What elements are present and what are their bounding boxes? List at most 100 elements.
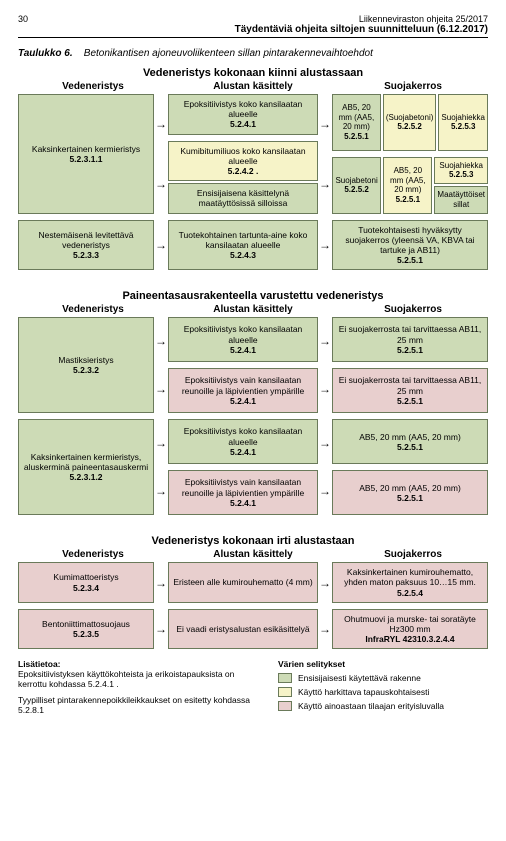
cell-text: Ensisijaisena käsittelynä maatäyttösissä… (172, 188, 314, 208)
sec3-mid2: Ei vaadi eristysalustan esikäsittelyä (168, 609, 318, 650)
cell-text: Ei suojakerrosta tai tarvittaessa AB11, … (336, 375, 484, 395)
sec1-mid1a: Epoksitiivistys koko kansilaatan alueell… (168, 94, 318, 135)
table-caption: Taulukko 6. Betonikantisen ajoneuvoliike… (18, 48, 488, 59)
sec3-left2: Bentoniittimattosuojaus 5.2.3.5 (18, 609, 154, 650)
cell-ref: 5.2.4.1 (172, 345, 314, 355)
swatch-icon (278, 673, 292, 683)
arrow-icon: → (318, 317, 332, 365)
cell-ref: 5.2.5.2 (335, 185, 378, 195)
section3-title: Vedeneristys kokonaan irti alustastaan (18, 535, 488, 547)
page-number: 30 (18, 14, 28, 24)
arrow-icon: → (154, 94, 168, 154)
arrow-icon: → (154, 317, 168, 365)
cell-text: Nestemäisenä levitettävä vedeneristys (22, 230, 150, 250)
colhead-1: Vedeneristys (18, 81, 168, 92)
sec2-r1a: Ei suojakerrosta tai tarvittaessa AB11, … (332, 317, 488, 362)
legend-right-title: Värien selitykset (278, 659, 488, 669)
grid-cell-split: Suojahiekka 5.2.5.3 Maatäyttöiset sillat (434, 157, 488, 214)
cell-ref: 5.2.3.5 (22, 629, 150, 639)
cell-ref: 5.2.5.1 (335, 132, 378, 142)
colhead-2: Alustan käsittely (168, 81, 338, 92)
sec3-r2: Ohutmuovi ja murske- tai soratäyte Hz300… (332, 609, 488, 650)
sec2-r1b: Ei suojakerrosta tai tarvittaessa AB11, … (332, 368, 488, 413)
cell-text: Ei vaadi eristysalustan esikäsittelyä (172, 624, 314, 634)
cell-ref: InfraRYL 42310.3.2.4.4 (336, 634, 484, 644)
doc-title: Täydentäviä ohjeita siltojen suunnittelu… (18, 24, 488, 35)
cell-ref: 5.2.5.1 (336, 442, 484, 452)
grid-cell: (Suojabetoni) 5.2.5.2 (383, 94, 437, 151)
cell-text: AB5, 20 mm (AA5, 20 mm) (386, 166, 429, 195)
arrow-icon: → (154, 154, 168, 214)
cell-ref: 5.2.4.2 . (172, 166, 314, 176)
sec1-mid1b: Kumibitumiliuos koko kansilaatan alueell… (168, 141, 318, 182)
arrow-icon: → (318, 365, 332, 413)
sec1-row1: Kaksinkertainen kermieristys 5.2.3.1.1 →… (18, 94, 488, 214)
cell-text: AB5, 20 mm (AA5, 20 mm) (336, 432, 484, 442)
legend-label: Käyttö ainoastaan tilaajan erityisluvall… (298, 701, 444, 711)
cell-text: Suojahiekka (441, 113, 485, 123)
sec2-r2a: AB5, 20 mm (AA5, 20 mm) 5.2.5.1 (332, 419, 488, 464)
colhead-3: Suojakerros (338, 304, 488, 315)
cell-text: Epoksitiivistys vain kansilaatan reunoil… (172, 477, 314, 497)
cell-text: Tuotekohtainen tartunta-aine koko kansil… (172, 230, 314, 250)
page-header: 30 Liikenneviraston ohjeita 25/2017 Täyd… (18, 14, 488, 35)
sec2-mid2b: Epoksitiivistys vain kansilaatan reunoil… (168, 470, 318, 515)
cell-ref: 5.2.3.1.1 (22, 154, 150, 164)
sec1-mid1c: Ensisijaisena käsittelynä maatäyttösissä… (168, 183, 318, 213)
caption-prefix: Taulukko 6. (18, 48, 73, 59)
arrow-icon: → (318, 94, 332, 154)
cell-text: Kumimattoeristys (22, 572, 150, 582)
sec2-r1-stack: Ei suojakerrosta tai tarvittaessa AB11, … (332, 317, 488, 413)
cell-text: Epoksitiivistys koko kansilaatan alueell… (172, 99, 314, 119)
colhead-3: Suojakerros (338, 549, 488, 560)
grid-cell: AB5, 20 mm (AA5, 20 mm) 5.2.5.1 (383, 157, 432, 214)
arrow-stack: → → (318, 419, 332, 515)
cell-text: Kaksinkertainen kermieristys (22, 144, 150, 154)
arrow-icon: → (318, 419, 332, 467)
arrow-stack: → → (318, 94, 332, 214)
sec2-row2: Kaksinkertainen kermieristys, aluskermin… (18, 419, 488, 515)
cell-ref: 5.2.5.1 (336, 396, 484, 406)
arrow-icon: → (154, 419, 168, 467)
sec2-mid1b: Epoksitiivistys vain kansilaatan reunoil… (168, 368, 318, 413)
cell-ref: 5.2.3.2 (22, 365, 150, 375)
sec2-left1: Mastiksieristys 5.2.3.2 (18, 317, 154, 413)
sec2-r2b: AB5, 20 mm (AA5, 20 mm) 5.2.5.1 (332, 470, 488, 515)
caption-text: Betonikantisen ajoneuvoliikenteen sillan… (84, 48, 373, 59)
column-headers: Vedeneristys Alustan käsittely Suojakerr… (18, 549, 488, 560)
arrow-stack: → → (154, 94, 168, 214)
arrow-stack: → → (318, 317, 332, 413)
colhead-3: Suojakerros (338, 81, 488, 92)
cell-ref: 5.2.5.3 (441, 122, 485, 132)
arrow-stack: → → (154, 419, 168, 515)
cell-text: Ei suojakerrosta tai tarvittaessa AB11, … (336, 324, 484, 344)
cell-text: Suojahiekka (437, 161, 485, 171)
sec3-mid1: Eristeen alle kumirouhematto (4 mm) (168, 562, 318, 603)
swatch-icon (278, 687, 292, 697)
cell-text: Kumibitumiliuos koko kansilaatan alueell… (172, 146, 314, 166)
cell-text: Kaksinkertainen kumirouhematto, yhden ma… (336, 567, 484, 587)
column-headers: Vedeneristys Alustan käsittely Suojakerr… (18, 81, 488, 92)
cell-text: Epoksitiivistys vain kansilaatan reunoil… (172, 375, 314, 395)
legend-label: Ensisijaisesti käytettävä rakenne (298, 673, 421, 683)
cell-text: Epoksitiivistys koko kansilaatan alueell… (172, 324, 314, 344)
sec3-left1: Kumimattoeristys 5.2.3.4 (18, 562, 154, 603)
legend-left-p1: Epoksitiivistyksen käyttökohteista ja er… (18, 669, 258, 689)
cell-ref: 5.2.4.1 (172, 498, 314, 508)
colhead-1: Vedeneristys (18, 549, 168, 560)
cell-text: Eristeen alle kumirouhematto (4 mm) (172, 577, 314, 587)
cell-text: Bentoniittimattosuojaus (22, 619, 150, 629)
legend-left-p2: Tyypilliset pintarakennepoikkileikkaukse… (18, 695, 258, 715)
doc-series: Liikenneviraston ohjeita 25/2017 (359, 14, 488, 24)
cell-ref: 5.2.5.1 (386, 195, 429, 205)
sec2-mid2-stack: Epoksitiivistys koko kansilaatan alueell… (168, 419, 318, 515)
cell-text: AB5, 20 mm (AA5, 20 mm) (336, 483, 484, 493)
section1-title: Vedeneristys kokonaan kiinni alustassaan (18, 67, 488, 79)
sec2-mid2a: Epoksitiivistys koko kansilaatan alueell… (168, 419, 318, 464)
arrow-icon: → (318, 609, 332, 650)
cell-text: Tuotekohtaisesti hyväksytty suojakerros … (336, 225, 484, 256)
arrow-stack: → → (154, 317, 168, 413)
grid-cell: Suojahiekka 5.2.5.3 (438, 94, 488, 151)
grid-cell: AB5, 20 mm (AA5, 20 mm) 5.2.5.1 (332, 94, 381, 151)
sec1-mid2: Tuotekohtainen tartunta-aine koko kansil… (168, 220, 318, 271)
